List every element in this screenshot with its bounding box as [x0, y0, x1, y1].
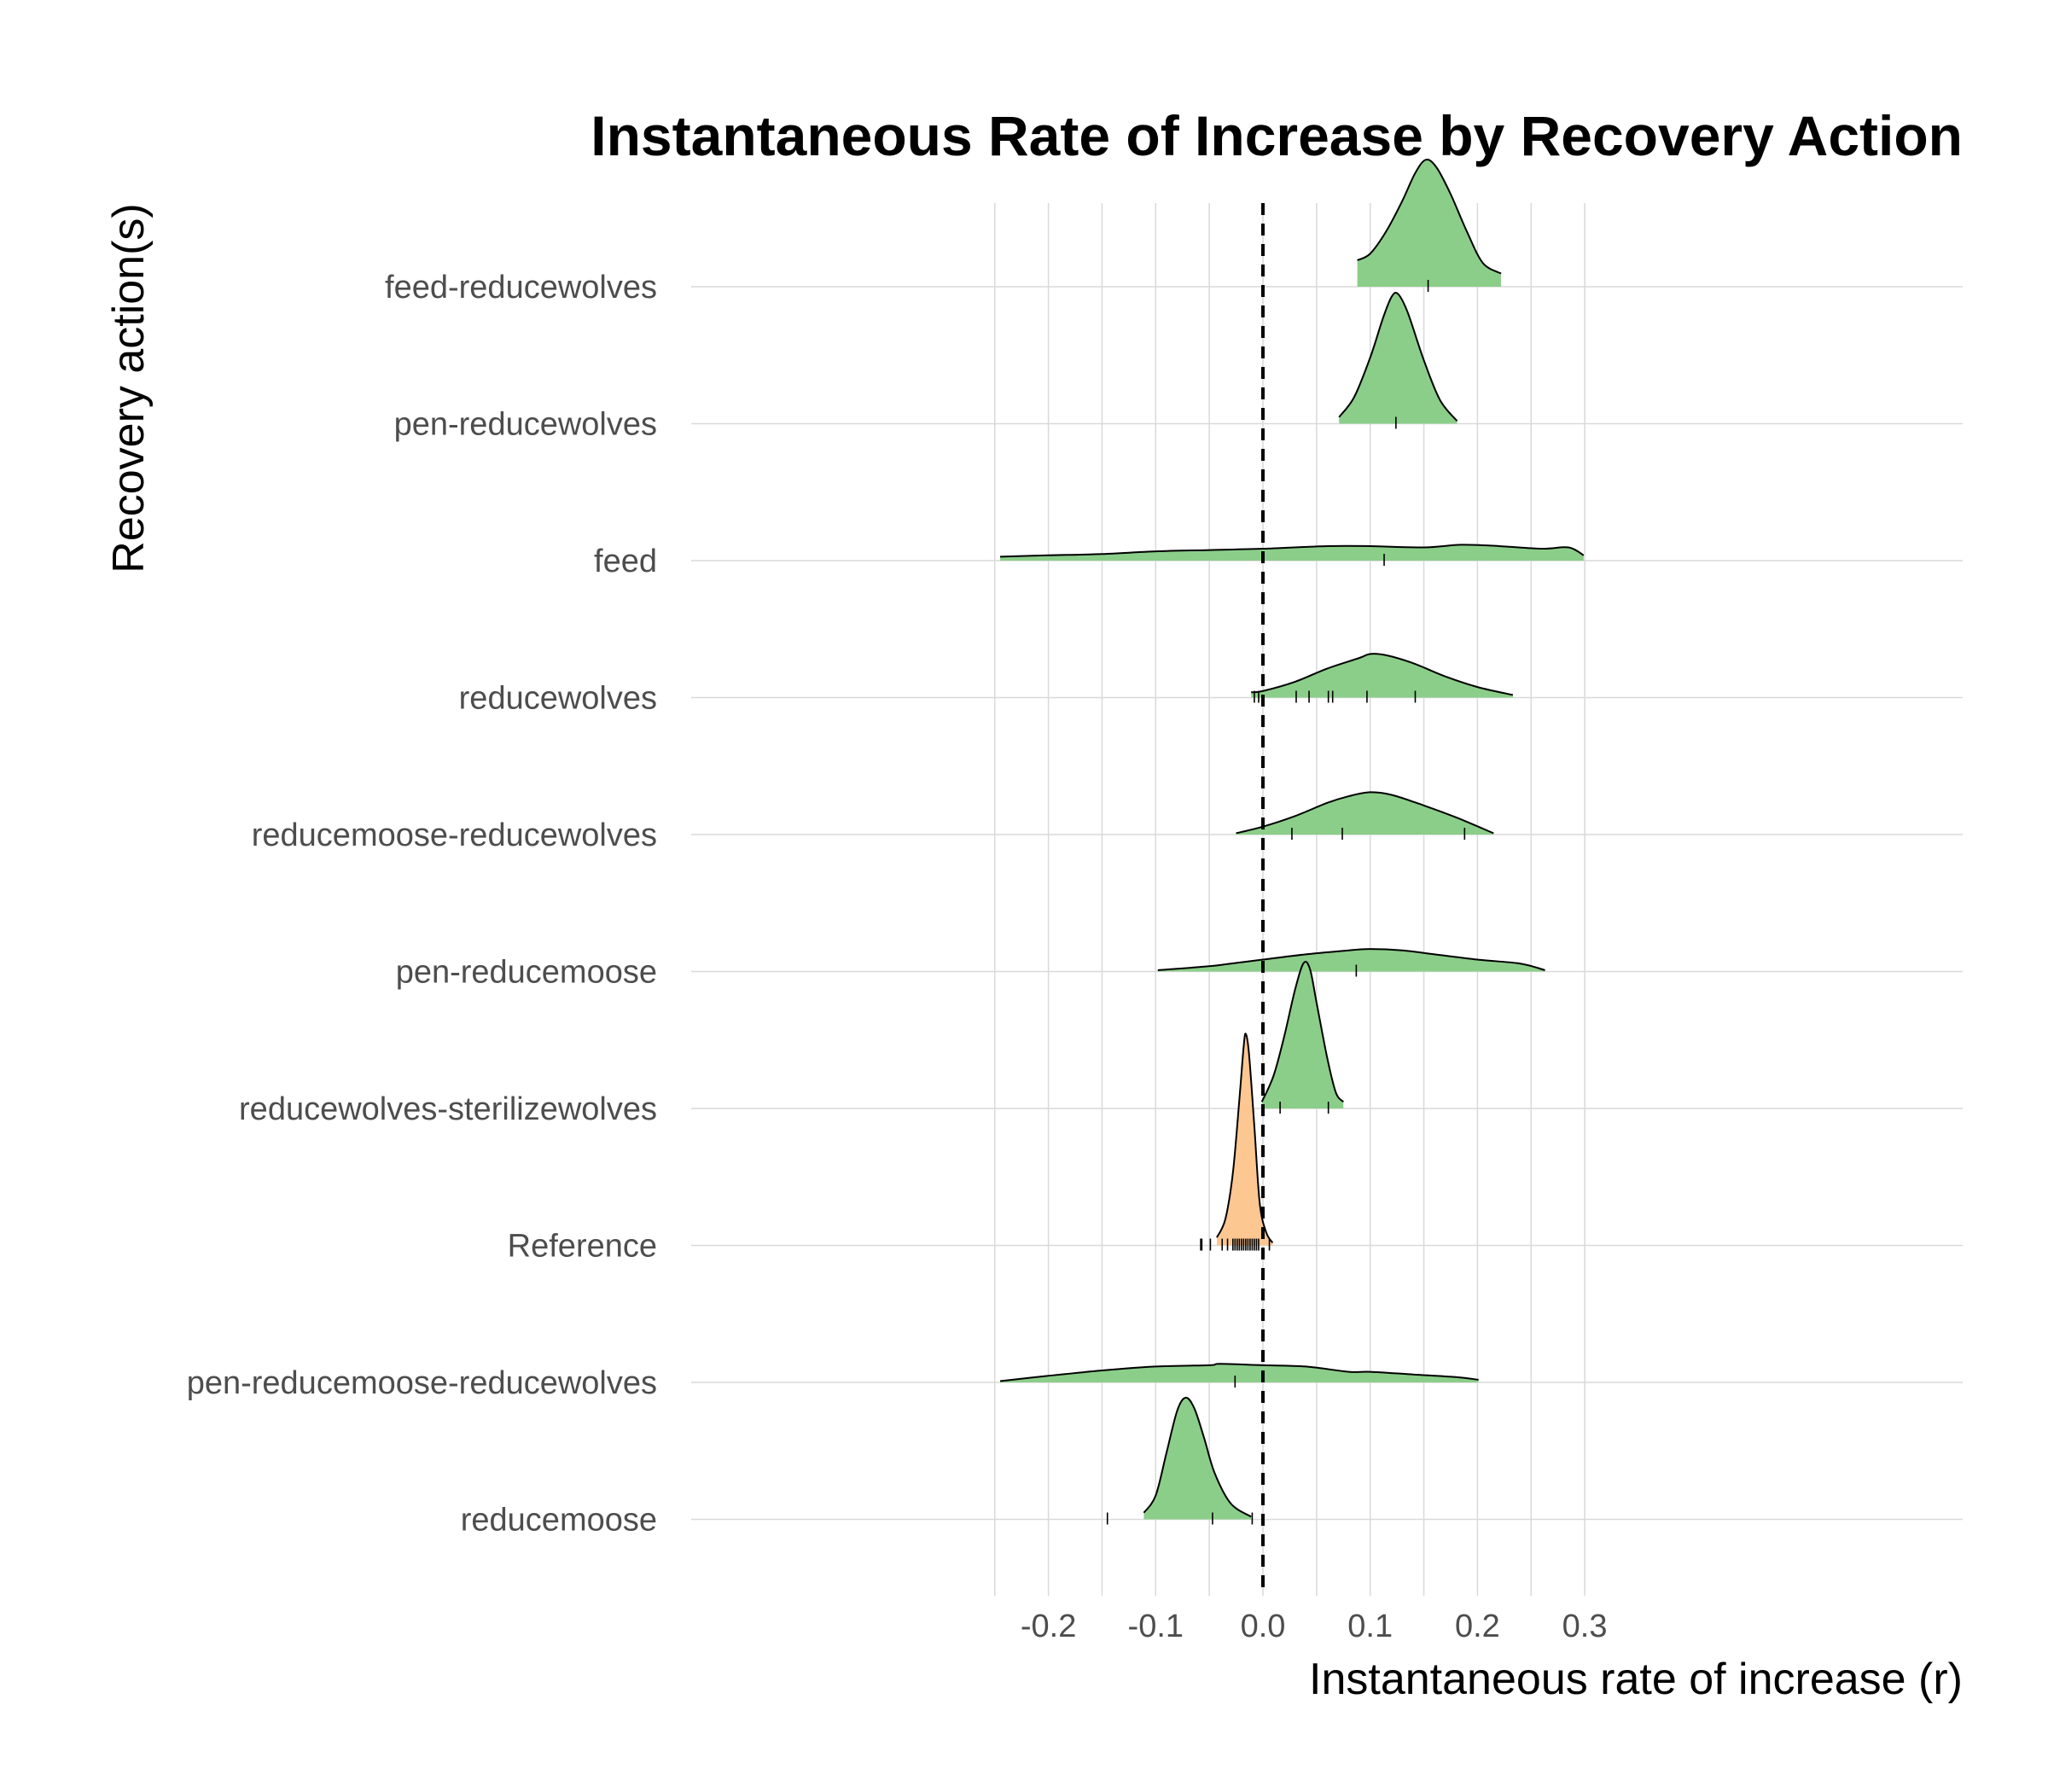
y-tick-label: Reference: [508, 1229, 657, 1265]
x-axis-tick-labels: -0.2 -0.1 0.0 0.1 0.2 0.3: [1021, 1609, 1608, 1644]
y-tick-label: pen-reducemoose: [396, 955, 657, 991]
x-tick-label: 0.1: [1347, 1609, 1393, 1644]
density-ridge-feed: [1000, 544, 1584, 561]
density-outline-pen-reducemoose-reducewolves: [999, 1363, 1479, 1382]
density-outline-reference: [1216, 1033, 1274, 1243]
density-ridge-reducewolves: [1251, 654, 1513, 698]
density-ridge-reducemoose-reducewolves: [1236, 792, 1494, 835]
density-ridge-pen-reducemoose-reducewolves: [1000, 1364, 1479, 1382]
y-tick-label: reducewolves: [459, 681, 657, 717]
density-ridge-pen-reducemoose: [1157, 949, 1545, 972]
y-tick-label: reducewolves-sterilizewolves: [239, 1091, 657, 1127]
density-outline-pen-reducewolves: [1338, 292, 1458, 422]
grid-lines: [691, 203, 1963, 1596]
density-ridge-feed-reducewolves: [1357, 160, 1502, 287]
y-tick-label: pen-reducemoose-reducewolves: [187, 1365, 657, 1401]
density-outline-reducemoose-reducewolves: [1236, 791, 1494, 835]
y-axis-title: Recovery action(s): [104, 203, 154, 573]
density-outline-reducewolves: [1251, 653, 1514, 696]
density-outline-reducemoose: [1143, 1396, 1252, 1518]
y-tick-label: feed-reducewolves: [385, 270, 657, 305]
density-outline-feed-reducewolves: [1357, 159, 1502, 275]
density-ridge-reducemoose: [1143, 1397, 1252, 1520]
density-ridge-reducewolves-sterilizewolves: [1261, 961, 1344, 1108]
density-ridge-pen-reducewolves: [1339, 292, 1457, 424]
density-outline-reducewolves-sterilizewolves: [1260, 961, 1345, 1103]
y-tick-label: pen-reducewolves: [394, 407, 657, 443]
density-outline-feed: [1000, 544, 1585, 558]
x-tick-label: 0.3: [1562, 1609, 1608, 1644]
x-axis-title: Instantaneous rate of increase (r): [1309, 1655, 1963, 1704]
density-ridges: [999, 159, 1585, 1520]
y-axis-tick-labels: feed-reducewolves pen-reducewolves feed red…: [187, 270, 657, 1539]
y-tick-label: feed: [594, 544, 657, 579]
x-tick-label: 0.2: [1455, 1609, 1500, 1644]
x-tick-label: 0.0: [1241, 1609, 1286, 1644]
observation-ticks: [1106, 280, 1466, 1525]
x-tick-label: -0.1: [1128, 1609, 1184, 1644]
y-tick-label: reducemoose: [461, 1503, 657, 1539]
x-tick-label: -0.2: [1021, 1609, 1076, 1644]
density-outline-pen-reducemoose: [1157, 948, 1545, 971]
chart-title: Instantaneous Rate of Increase by Recove…: [591, 104, 1963, 167]
y-tick-label: reducemoose-reducewolves: [252, 817, 657, 853]
